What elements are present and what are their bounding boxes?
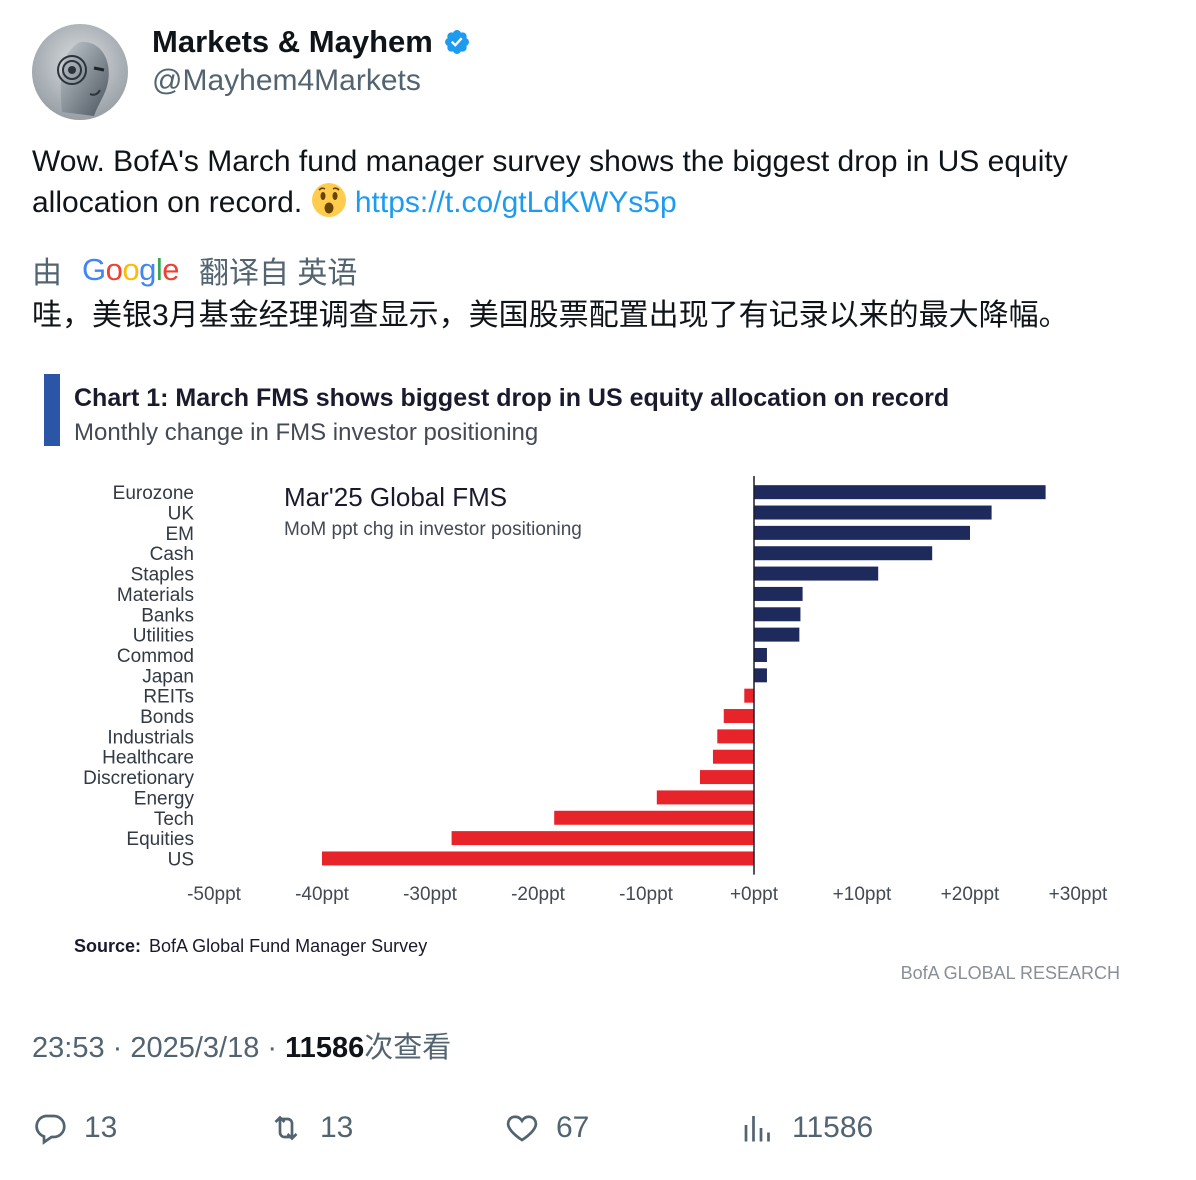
x-tick-label: +10ppt: [833, 884, 892, 905]
x-tick-label: -20ppt: [511, 884, 566, 905]
chart-subtitle: Monthly change in FMS investor positioni…: [74, 419, 538, 446]
reply-button[interactable]: 13: [32, 1110, 117, 1146]
bar-commod: [754, 647, 767, 662]
reply-count: 13: [84, 1111, 118, 1144]
category-label-us: US: [168, 849, 194, 870]
bar-em: [754, 525, 970, 540]
x-tick-label: -10ppt: [619, 884, 674, 905]
tweet-link[interactable]: https://t.co/gtLdKWYs5p: [354, 186, 677, 219]
category-label-materials: Materials: [117, 585, 194, 606]
x-tick-label: -40ppt: [295, 884, 350, 905]
translated-text: 哇，美银3月基金经理调查显示，美国股票配置出现了有记录以来的最大降幅。: [32, 299, 1069, 332]
x-tick-label: +0ppt: [730, 884, 779, 905]
bar-eurozone: [754, 485, 1046, 500]
action-bar: 13 13 67 11586: [32, 1110, 1164, 1156]
retweet-icon: [274, 1115, 298, 1141]
bar-uk: [754, 505, 992, 520]
avatar[interactable]: [32, 24, 128, 120]
category-label-eurozone: Eurozone: [113, 483, 194, 504]
category-label-healthcare: Healthcare: [102, 748, 194, 769]
author-name-text[interactable]: Markets & Mayhem: [152, 24, 433, 59]
x-tick-label: +20ppt: [941, 884, 1000, 905]
bar-utilities: [754, 627, 800, 642]
bar-us: [322, 851, 754, 866]
category-label-commod: Commod: [117, 646, 194, 667]
views-button[interactable]: 11586: [740, 1110, 873, 1146]
reply-icon: [35, 1114, 66, 1145]
tweet-text: Wow. BofA's March fund manager survey sh…: [32, 142, 1162, 223]
tweet-view-count: 11586: [285, 1032, 365, 1064]
bar-tech: [554, 810, 754, 825]
chart-inset-title: Mar'25 Global FMS: [284, 482, 507, 512]
category-label-energy: Energy: [134, 788, 195, 809]
astonished-face-emoji-icon: [311, 183, 346, 217]
tweet-meta: 23:53 · 2025/3/18 · 11586次查看: [32, 1032, 452, 1064]
tweet-date[interactable]: 2025/3/18: [130, 1032, 260, 1064]
bar-equities: [451, 831, 754, 846]
retweet-count: 13: [320, 1111, 354, 1144]
bar-industrials: [717, 729, 754, 744]
chart-inset-subtitle: MoM ppt chg in investor positioning: [284, 519, 582, 540]
category-label-equities: Equities: [126, 829, 194, 850]
author-name[interactable]: Markets & Mayhem: [152, 24, 471, 60]
retweet-button[interactable]: 13: [268, 1110, 353, 1146]
bar-bonds: [723, 709, 754, 724]
tweet-views-suffix: 次查看: [364, 1032, 452, 1064]
like-button[interactable]: 67: [504, 1110, 589, 1146]
tweet-body: Wow. BofA's March fund manager survey sh…: [32, 145, 1068, 219]
chart-accent-bar: [44, 374, 60, 446]
category-label-em: EM: [166, 524, 195, 545]
author-handle[interactable]: @Mayhem4Markets: [152, 64, 421, 97]
category-label-bonds: Bonds: [140, 707, 194, 728]
chart-image[interactable]: Chart 1: March FMS shows biggest drop in…: [32, 360, 1164, 990]
category-label-industrials: Industrials: [107, 727, 194, 748]
bar-japan: [754, 668, 767, 683]
category-label-banks: Banks: [141, 605, 194, 626]
category-label-discretionary: Discretionary: [83, 768, 194, 789]
bar-chart: Chart 1: March FMS shows biggest drop in…: [44, 374, 1120, 983]
chart-title: Chart 1: March FMS shows biggest drop in…: [74, 384, 949, 412]
bar-cash: [754, 546, 933, 561]
x-tick-label: +30ppt: [1049, 884, 1108, 905]
views-count: 11586: [792, 1111, 874, 1144]
category-label-japan: Japan: [142, 666, 194, 687]
tweet-time[interactable]: 23:53: [32, 1032, 105, 1064]
x-tick-label: -30ppt: [403, 884, 458, 905]
google-logo[interactable]: Google: [82, 252, 180, 287]
bar-discretionary: [700, 770, 754, 785]
chart-brand: BofA GLOBAL RESEARCH: [901, 963, 1120, 983]
bar-banks: [754, 607, 801, 622]
analytics-icon: [744, 1116, 770, 1142]
category-label-staples: Staples: [131, 565, 194, 586]
category-label-reits: REITs: [143, 687, 194, 708]
chart-source-label: Source: BofA Global Fund Manager Survey: [74, 936, 427, 956]
verified-badge-icon: [444, 30, 469, 54]
bar-reits: [744, 688, 754, 703]
bar-energy: [656, 790, 754, 805]
bar-materials: [754, 586, 803, 601]
heart-icon: [506, 1115, 538, 1142]
category-label-cash: Cash: [150, 544, 194, 565]
category-label-tech: Tech: [154, 809, 194, 830]
category-label-utilities: Utilities: [133, 626, 194, 647]
category-label-uk: UK: [168, 504, 195, 525]
bar-staples: [754, 566, 879, 581]
like-count: 67: [556, 1111, 590, 1144]
translated-suffix: 翻译自 英语: [199, 257, 358, 290]
translated-by: 由 Google 翻译自 英语: [32, 248, 357, 292]
bar-healthcare: [712, 749, 754, 764]
x-tick-label: -50ppt: [187, 884, 242, 905]
translated-prefix: 由: [32, 257, 62, 290]
